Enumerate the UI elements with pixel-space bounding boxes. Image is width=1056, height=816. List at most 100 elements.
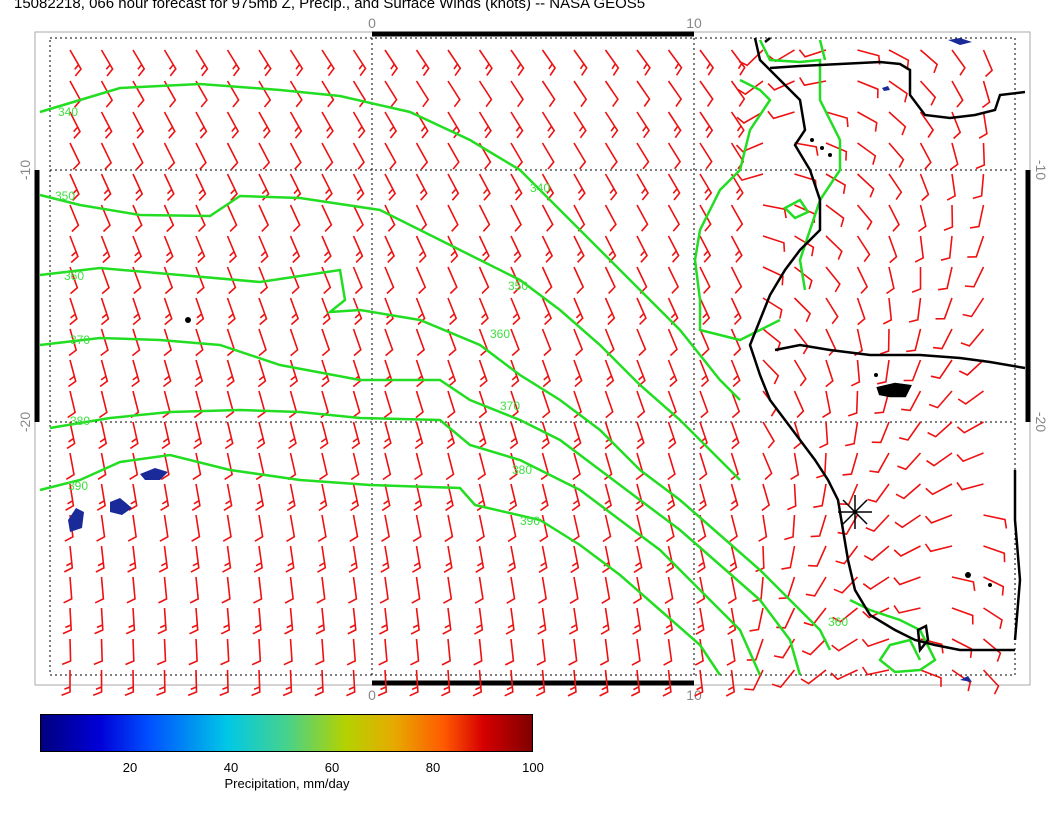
wind-barb	[161, 421, 171, 450]
wind-barb	[321, 235, 332, 264]
wind-barb	[810, 514, 827, 538]
wind-barb	[540, 452, 550, 481]
wind-barb	[924, 514, 953, 524]
wind-barb	[478, 173, 491, 201]
wind-barb	[321, 297, 331, 326]
wind-barb	[951, 49, 966, 76]
colorbar-tick: 60	[324, 760, 340, 775]
wind-barb	[636, 421, 645, 450]
wind-barb	[474, 607, 484, 635]
wind-barb	[799, 77, 827, 87]
wind-barb	[510, 142, 524, 170]
contour-390	[39, 453, 722, 676]
wind-barb	[100, 80, 114, 108]
precip-blob	[882, 86, 890, 91]
wind-barb	[347, 607, 357, 635]
wind-barb	[447, 173, 460, 201]
wind-barb	[194, 359, 204, 388]
wind-barb	[983, 607, 1003, 629]
islet	[185, 317, 191, 323]
wind-barb	[379, 576, 389, 604]
wind-barb	[699, 235, 712, 263]
wind-barb	[351, 421, 361, 450]
wind-barb	[801, 638, 827, 656]
wind-barb	[93, 638, 104, 666]
wind-barb	[190, 545, 200, 573]
wind-barb	[793, 328, 809, 355]
wind-barb	[667, 204, 681, 232]
wind-barb	[258, 173, 270, 201]
wind-barb	[573, 359, 583, 388]
wind-barb	[226, 297, 236, 326]
wind-barb	[447, 390, 456, 419]
wind-barb	[352, 235, 364, 263]
wind-barb	[926, 452, 953, 467]
wind-barb	[861, 666, 890, 676]
wind-barb	[415, 173, 428, 201]
wind-barb	[478, 235, 490, 263]
contour-370	[39, 336, 802, 676]
wind-barb	[927, 421, 953, 438]
wind-barb	[195, 266, 205, 295]
wind-barb	[289, 359, 299, 388]
wind-barb	[222, 545, 232, 573]
wind-barb	[124, 669, 135, 697]
wind-barb	[956, 452, 984, 463]
wind-barb	[962, 297, 985, 318]
wind-barb	[129, 452, 139, 480]
wind-barb	[412, 514, 422, 542]
wind-barb	[727, 576, 737, 605]
wind-barb	[877, 359, 890, 385]
wind-barb	[415, 142, 429, 170]
wind-barb	[191, 514, 201, 542]
wind-barb	[603, 452, 613, 481]
station-asterisk-icon	[838, 495, 872, 529]
wind-barb	[573, 235, 585, 263]
wind-barb	[132, 49, 146, 77]
wind-barb	[384, 266, 395, 295]
wind-barb	[384, 49, 399, 77]
wind-barb	[964, 266, 985, 288]
wind-barb	[762, 204, 787, 219]
wind-barb	[65, 483, 75, 511]
wind-barb	[321, 328, 331, 357]
wind-barb	[667, 359, 678, 388]
wind-barb	[634, 514, 644, 543]
wind-barb	[781, 545, 796, 570]
wind-barb	[132, 173, 144, 201]
wind-barb	[730, 173, 744, 201]
wind-barb	[478, 390, 488, 419]
wind-barb	[730, 390, 741, 419]
wind-barb	[573, 390, 583, 419]
wind-barb	[321, 80, 335, 108]
wind-barb	[825, 204, 845, 228]
wind-barb	[857, 142, 877, 165]
wind-barb	[61, 670, 71, 696]
wind-barb	[928, 390, 953, 409]
wind-barb	[258, 142, 271, 170]
wind-barb	[255, 483, 265, 511]
wind-barb	[258, 297, 268, 326]
wind-barb	[573, 328, 584, 357]
wind-barb	[541, 297, 553, 326]
wind-barb	[601, 545, 611, 574]
wind-barb	[475, 514, 485, 543]
wind-barb	[447, 297, 458, 326]
wind-barb	[793, 390, 805, 418]
wind-barb	[537, 607, 547, 635]
wind-barb	[940, 235, 953, 261]
wind-barb	[510, 111, 524, 139]
wind-barb	[631, 638, 641, 666]
wind-barb	[384, 235, 396, 263]
wind-barb	[603, 483, 613, 512]
wind-barb	[100, 266, 110, 295]
wind-barb	[730, 49, 746, 76]
wind-barb	[478, 328, 489, 357]
wind-barb	[730, 328, 742, 357]
wind-barb	[636, 173, 649, 201]
wind-barb	[862, 576, 890, 590]
precip-blob	[140, 468, 168, 480]
wind-barb	[699, 328, 710, 357]
wind-barb	[906, 328, 922, 353]
wind-barb	[384, 204, 396, 232]
